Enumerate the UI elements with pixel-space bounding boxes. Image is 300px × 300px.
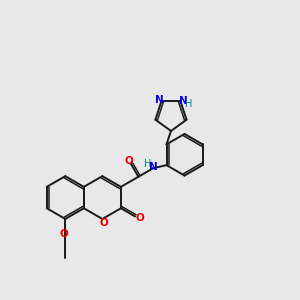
Text: O: O <box>100 218 108 227</box>
Text: O: O <box>124 156 133 166</box>
Text: O: O <box>59 230 68 239</box>
Text: O: O <box>135 213 144 223</box>
Text: N: N <box>149 162 158 172</box>
Text: N: N <box>155 95 164 105</box>
Text: H: H <box>185 99 193 109</box>
Text: N: N <box>179 96 188 106</box>
Text: H: H <box>144 159 152 169</box>
